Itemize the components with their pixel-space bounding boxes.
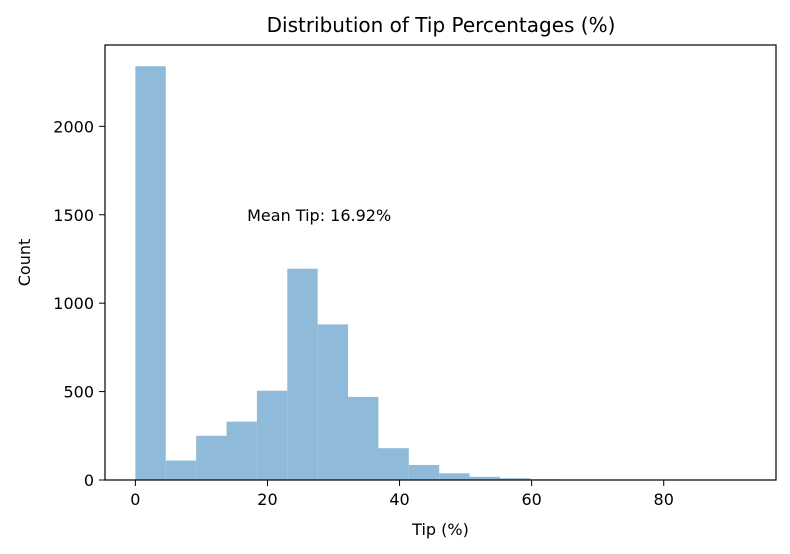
y-tick-label: 1000	[53, 294, 94, 313]
histogram-bar	[317, 324, 349, 480]
histogram-bar	[378, 448, 409, 480]
plot-area-frame	[104, 44, 777, 481]
histogram-bar	[196, 435, 227, 480]
chart-title: Distribution of Tip Percentages (%)	[267, 13, 616, 37]
histogram-bar	[499, 478, 531, 480]
y-tick-label: 2000	[53, 117, 94, 136]
y-tick-label: 1500	[53, 206, 94, 225]
x-tick-label: 0	[130, 490, 140, 509]
histogram-bar	[256, 390, 288, 480]
x-axis-ticks: 0 20 40 60 80	[130, 480, 674, 509]
y-axis-label: Count	[15, 239, 34, 287]
histogram-bar	[469, 476, 500, 480]
y-axis-ticks: 0 500 1000 1500 2000	[53, 117, 105, 490]
histogram-bar	[226, 421, 257, 480]
y-tick-label: 500	[63, 383, 94, 402]
x-tick-label: 60	[521, 490, 541, 509]
histogram-bar	[135, 66, 166, 480]
mean-annotation: Mean Tip: 16.92%	[247, 206, 391, 225]
histogram-bar	[348, 396, 379, 480]
y-tick-label: 0	[84, 471, 94, 490]
histogram-bar	[287, 268, 318, 480]
x-tick-label: 80	[654, 490, 674, 509]
x-axis-label: Tip (%)	[411, 520, 469, 539]
x-tick-label: 40	[389, 490, 409, 509]
histogram-bar	[408, 464, 440, 480]
x-tick-label: 20	[257, 490, 277, 509]
histogram-bar	[165, 460, 197, 480]
histogram-bars	[135, 66, 743, 480]
histogram-bar	[439, 473, 470, 480]
